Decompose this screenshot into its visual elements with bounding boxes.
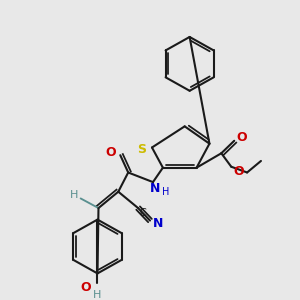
Text: H: H	[93, 290, 102, 300]
Text: O: O	[80, 281, 91, 294]
Text: O: O	[105, 146, 116, 159]
Text: S: S	[138, 143, 147, 156]
Text: N: N	[150, 182, 160, 195]
Text: H: H	[70, 190, 78, 200]
Text: N: N	[153, 217, 163, 230]
Text: C: C	[140, 208, 146, 218]
Text: H: H	[162, 187, 169, 197]
Text: O: O	[234, 165, 244, 178]
Text: O: O	[237, 131, 248, 144]
